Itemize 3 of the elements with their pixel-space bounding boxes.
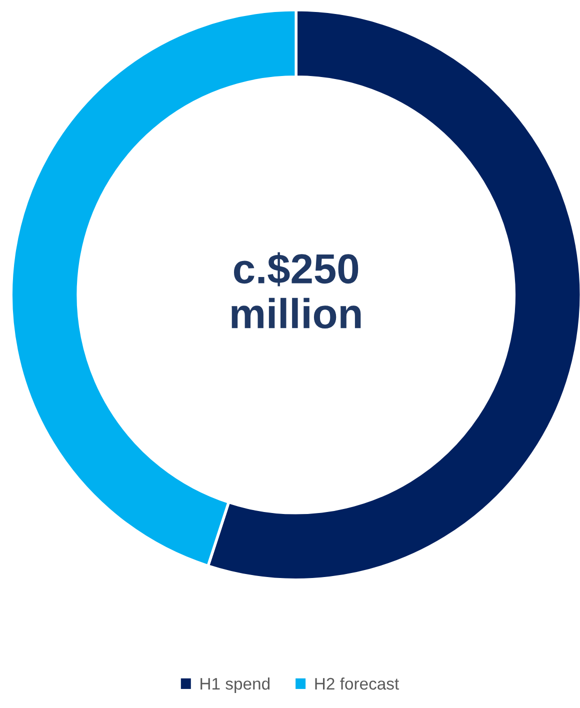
text: c.$250 million (232, 252, 361, 329)
legend-label: H2 forecast (315, 677, 399, 690)
legend-label: H1 spend (200, 677, 270, 693)
